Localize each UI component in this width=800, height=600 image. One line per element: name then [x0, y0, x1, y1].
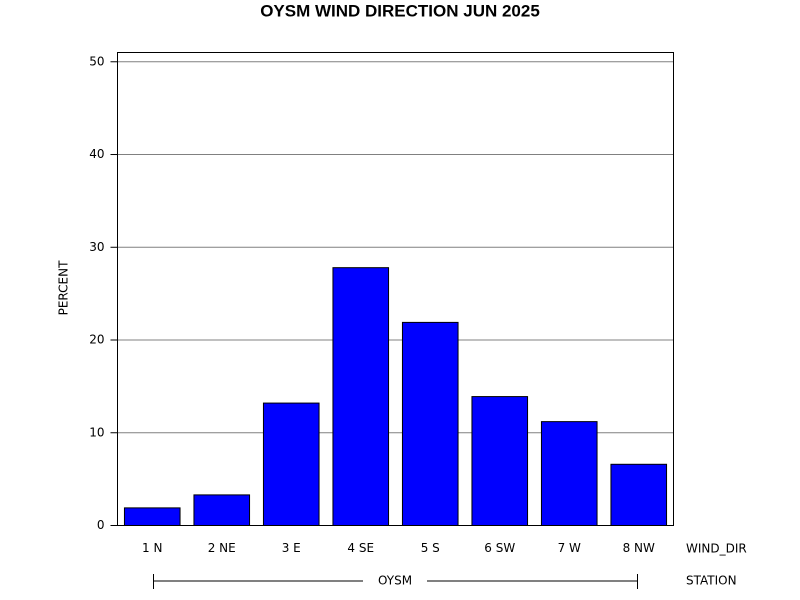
y-axis-label: PERCENT [57, 260, 71, 315]
bar [193, 494, 251, 526]
y-tick-label: 20 [89, 333, 104, 347]
y-tick-label: 40 [89, 147, 104, 161]
x-tick-label: 3 E [282, 541, 301, 555]
x-tick-label: 5 S [421, 541, 440, 555]
bar [123, 507, 181, 526]
group-axis-label: STATION [686, 574, 737, 588]
bar [471, 396, 529, 526]
plot-frame [117, 52, 674, 526]
chart-title: OYSM WIND DIRECTION JUN 2025 [260, 1, 540, 20]
group-label: OYSM [378, 574, 412, 588]
bar [540, 421, 598, 526]
bar [332, 267, 390, 526]
x-tick-label: 4 SE [347, 541, 374, 555]
x-axis-label: WIND_DIR [686, 542, 747, 556]
bar [401, 321, 459, 527]
x-tick-label: 2 NE [208, 541, 236, 555]
bar [262, 402, 320, 527]
x-tick-label: 7 W [558, 541, 581, 555]
y-tick-label: 30 [89, 240, 104, 254]
y-tick-label: 0 [97, 518, 105, 532]
x-tick-label: 1 N [142, 541, 162, 555]
y-tick-label: 50 [89, 54, 104, 68]
bar [610, 463, 668, 527]
y-tick-label: 10 [89, 425, 104, 439]
group-bracket [153, 574, 638, 589]
x-tick-label: 8 NW [623, 541, 655, 555]
x-tick-label: 6 SW [484, 541, 515, 555]
